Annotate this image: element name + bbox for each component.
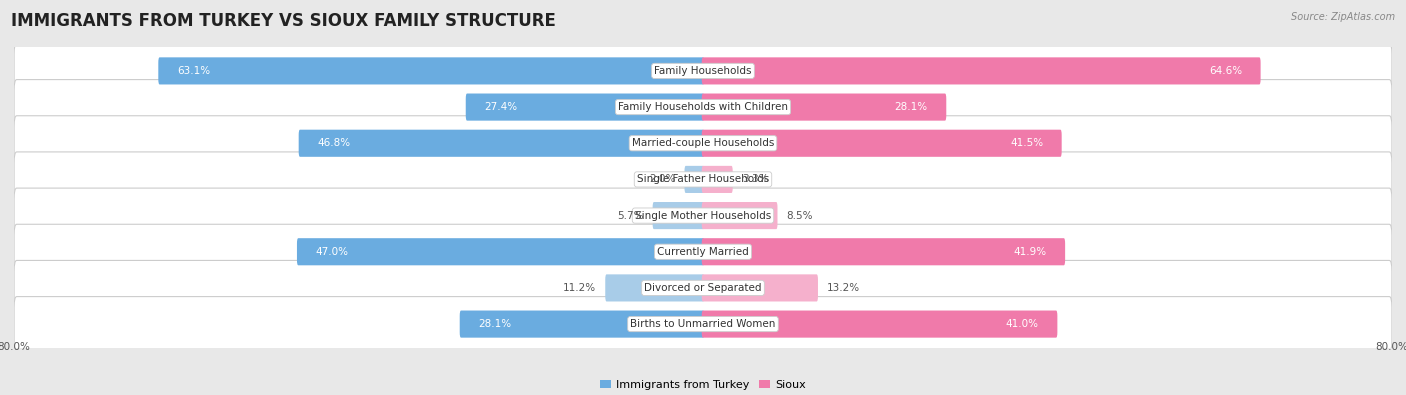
FancyBboxPatch shape bbox=[605, 275, 704, 301]
Legend: Immigrants from Turkey, Sioux: Immigrants from Turkey, Sioux bbox=[596, 376, 810, 393]
Text: 8.5%: 8.5% bbox=[786, 211, 813, 220]
Text: 41.9%: 41.9% bbox=[1014, 247, 1046, 257]
FancyBboxPatch shape bbox=[702, 202, 778, 229]
FancyBboxPatch shape bbox=[14, 297, 1392, 352]
Text: 41.0%: 41.0% bbox=[1005, 319, 1039, 329]
FancyBboxPatch shape bbox=[702, 166, 733, 193]
Text: 13.2%: 13.2% bbox=[827, 283, 860, 293]
FancyBboxPatch shape bbox=[159, 57, 704, 85]
FancyBboxPatch shape bbox=[14, 116, 1392, 171]
FancyBboxPatch shape bbox=[14, 43, 1392, 98]
FancyBboxPatch shape bbox=[702, 130, 1062, 157]
Text: 46.8%: 46.8% bbox=[318, 138, 350, 148]
Text: 41.5%: 41.5% bbox=[1010, 138, 1043, 148]
FancyBboxPatch shape bbox=[14, 224, 1392, 279]
Text: 11.2%: 11.2% bbox=[562, 283, 596, 293]
Text: 2.0%: 2.0% bbox=[650, 175, 675, 184]
FancyBboxPatch shape bbox=[702, 238, 1066, 265]
FancyBboxPatch shape bbox=[14, 188, 1392, 243]
FancyBboxPatch shape bbox=[14, 152, 1392, 207]
FancyBboxPatch shape bbox=[702, 57, 1261, 85]
FancyBboxPatch shape bbox=[460, 310, 704, 338]
Text: 80.0%: 80.0% bbox=[1375, 342, 1406, 352]
Text: Single Father Households: Single Father Households bbox=[637, 175, 769, 184]
Text: 47.0%: 47.0% bbox=[315, 247, 349, 257]
Text: Single Mother Households: Single Mother Households bbox=[636, 211, 770, 220]
Text: 28.1%: 28.1% bbox=[894, 102, 928, 112]
Text: 28.1%: 28.1% bbox=[478, 319, 512, 329]
Text: 63.1%: 63.1% bbox=[177, 66, 209, 76]
Text: Married-couple Households: Married-couple Households bbox=[631, 138, 775, 148]
FancyBboxPatch shape bbox=[702, 275, 818, 301]
FancyBboxPatch shape bbox=[702, 310, 1057, 338]
Text: IMMIGRANTS FROM TURKEY VS SIOUX FAMILY STRUCTURE: IMMIGRANTS FROM TURKEY VS SIOUX FAMILY S… bbox=[11, 12, 557, 30]
Text: Births to Unmarried Women: Births to Unmarried Women bbox=[630, 319, 776, 329]
Text: 3.3%: 3.3% bbox=[742, 175, 768, 184]
Text: Family Households: Family Households bbox=[654, 66, 752, 76]
Text: Divorced or Separated: Divorced or Separated bbox=[644, 283, 762, 293]
FancyBboxPatch shape bbox=[685, 166, 704, 193]
FancyBboxPatch shape bbox=[465, 94, 704, 120]
Text: 5.7%: 5.7% bbox=[617, 211, 644, 220]
FancyBboxPatch shape bbox=[702, 94, 946, 120]
Text: 64.6%: 64.6% bbox=[1209, 66, 1241, 76]
FancyBboxPatch shape bbox=[14, 79, 1392, 135]
Text: 80.0%: 80.0% bbox=[0, 342, 31, 352]
FancyBboxPatch shape bbox=[14, 260, 1392, 316]
Text: Family Households with Children: Family Households with Children bbox=[619, 102, 787, 112]
Text: Currently Married: Currently Married bbox=[657, 247, 749, 257]
Text: 27.4%: 27.4% bbox=[484, 102, 517, 112]
FancyBboxPatch shape bbox=[652, 202, 704, 229]
FancyBboxPatch shape bbox=[298, 130, 704, 157]
Text: Source: ZipAtlas.com: Source: ZipAtlas.com bbox=[1291, 12, 1395, 22]
FancyBboxPatch shape bbox=[297, 238, 704, 265]
